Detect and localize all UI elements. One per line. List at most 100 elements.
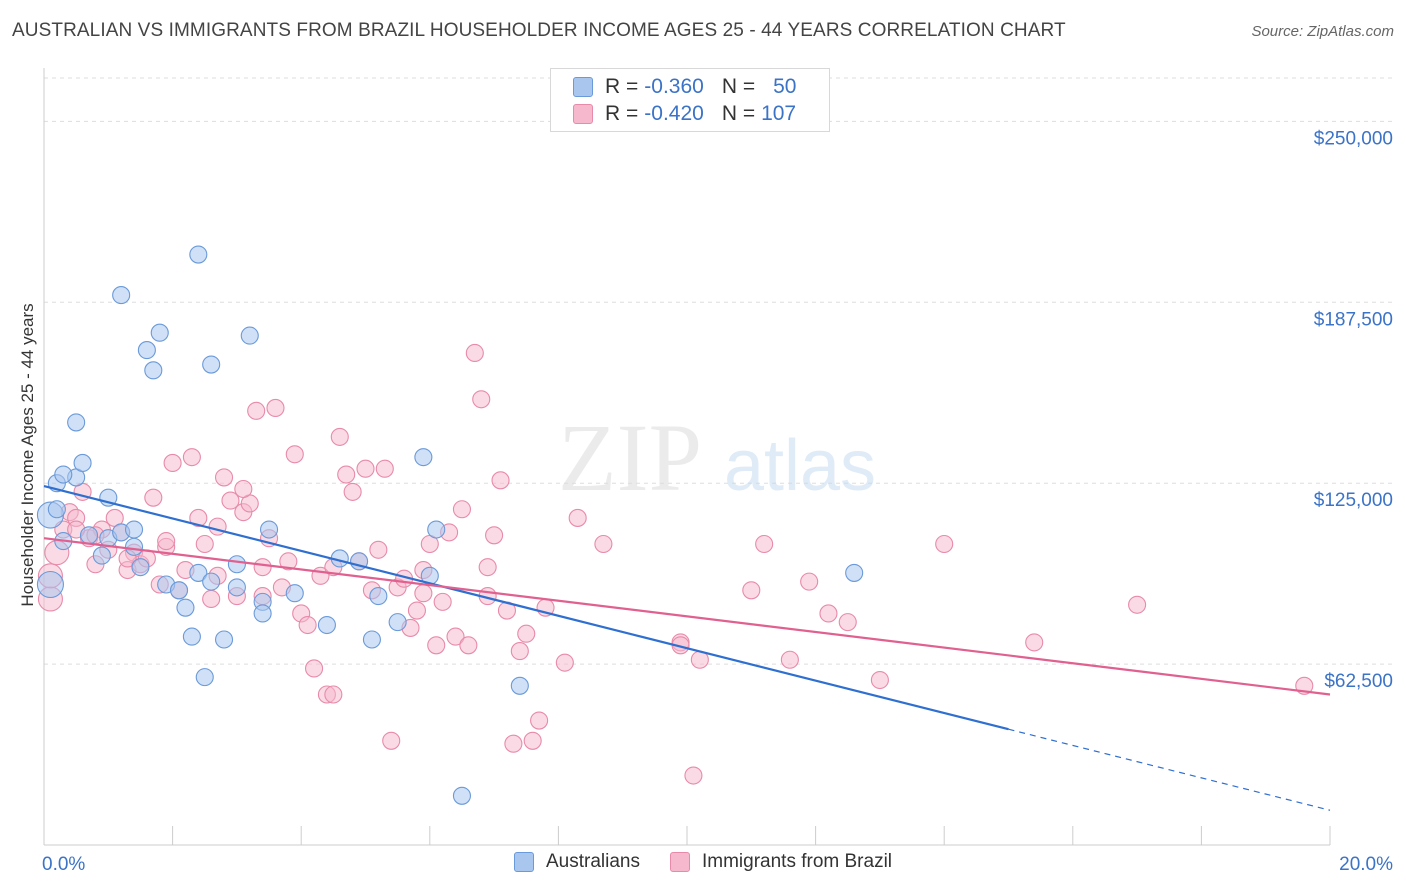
y-tick-label: $62,500 — [1324, 671, 1393, 692]
data-point-brazil — [343, 482, 362, 501]
data-point-brazil — [298, 615, 317, 635]
data-point-australians — [317, 615, 336, 635]
legend-n-label: N = — [721, 102, 756, 125]
data-point-brazil — [1128, 595, 1147, 614]
data-point-australians — [124, 537, 144, 556]
data-point-brazil — [684, 766, 703, 785]
data-point-brazil — [935, 534, 954, 554]
data-point-brazil — [742, 581, 761, 600]
data-point-brazil — [459, 636, 478, 655]
data-point-brazil — [491, 471, 510, 490]
data-point-brazil — [485, 526, 504, 545]
data-point-brazil — [414, 584, 433, 603]
data-point-australians — [36, 570, 64, 599]
y-tick-label: $250,000 — [1314, 128, 1393, 149]
data-point-australians — [144, 361, 163, 380]
axes — [43, 68, 1331, 846]
watermark-atlas: atlas — [724, 426, 876, 506]
data-point-australians — [169, 581, 189, 600]
data-point-brazil — [1025, 633, 1044, 652]
series-australians-points — [36, 245, 864, 805]
data-point-brazil — [555, 653, 574, 672]
data-point-australians — [189, 563, 208, 582]
data-point-brazil — [510, 642, 529, 661]
data-point-australians — [112, 286, 131, 305]
data-point-brazil — [530, 711, 549, 730]
legend-label-australians: Australians — [545, 851, 640, 872]
data-point-brazil — [195, 534, 214, 554]
data-point-brazil — [324, 685, 343, 704]
watermark: ZIP atlas — [558, 404, 876, 511]
data-point-australians — [47, 500, 66, 519]
data-point-brazil — [214, 468, 234, 487]
data-point-australians — [414, 448, 433, 467]
data-point-brazil — [523, 731, 542, 750]
data-point-brazil — [838, 613, 857, 632]
data-point-brazil — [472, 390, 491, 409]
data-point-australians — [362, 630, 381, 649]
data-point-brazil — [517, 624, 536, 643]
legend-swatch-australians — [573, 77, 593, 97]
legend-row-brazil: R = -0.420 N = 107 — [573, 100, 796, 128]
legend-swatch-brazil — [573, 104, 593, 124]
data-point-brazil — [755, 534, 774, 554]
data-point-australians — [150, 323, 169, 342]
data-point-australians — [67, 413, 86, 432]
y-tick-label: $187,500 — [1314, 309, 1393, 330]
trendline-australians-extension — [1008, 728, 1331, 811]
data-point-brazil — [433, 592, 452, 611]
legend-r-label: R = — [605, 75, 639, 98]
legend-item-brazil[interactable]: Immigrants from Brazil — [669, 851, 893, 873]
y-axis-label: Householder Income Ages 25 - 44 years — [18, 303, 37, 607]
data-point-brazil — [369, 540, 388, 559]
data-point-australians — [240, 326, 259, 345]
data-point-brazil — [202, 589, 221, 609]
data-point-brazil — [446, 627, 465, 646]
data-point-brazil — [279, 552, 298, 571]
data-point-australians — [259, 520, 279, 539]
legend-item-australians[interactable]: Australians — [513, 851, 640, 873]
data-point-brazil — [780, 650, 799, 669]
data-point-australians — [427, 520, 446, 539]
data-point-brazil — [427, 636, 446, 655]
data-point-brazil — [819, 604, 838, 623]
data-point-brazil — [375, 459, 394, 478]
data-point-brazil — [163, 453, 182, 472]
data-point-australians — [369, 587, 388, 606]
data-point-brazil — [382, 731, 401, 750]
data-point-australians — [510, 676, 529, 695]
data-point-australians — [73, 453, 92, 472]
data-point-brazil — [253, 558, 272, 577]
data-point-australians — [92, 546, 111, 565]
data-point-australians — [195, 668, 214, 687]
data-point-brazil — [337, 465, 356, 484]
data-point-australians — [176, 598, 195, 617]
data-point-australians — [214, 630, 234, 649]
data-point-brazil — [285, 445, 304, 464]
data-point-brazil — [234, 479, 253, 499]
data-point-brazil — [504, 734, 523, 753]
legend-n-value: 50 — [773, 75, 797, 98]
trendline-brazil — [43, 537, 1331, 696]
data-point-brazil — [407, 601, 426, 620]
data-point-brazil — [157, 532, 176, 551]
data-point-australians — [227, 555, 246, 574]
data-point-brazil — [465, 343, 484, 363]
legend-label-brazil: Immigrants from Brazil — [701, 851, 893, 872]
data-point-australians — [137, 341, 156, 360]
chart-title: AUSTRALIAN VS IMMIGRANTS FROM BRAZIL HOU… — [12, 20, 1066, 41]
x-tick-label: 0.0% — [42, 854, 85, 875]
data-point-australians — [202, 355, 221, 374]
data-point-australians — [124, 520, 144, 539]
data-point-brazil — [568, 508, 587, 527]
data-point-brazil — [247, 401, 266, 420]
tick-labels: $62,500 $125,000 $187,500 $250,000 0.0% 20.0% — [42, 128, 1393, 875]
y-tick-label: $125,000 — [1314, 490, 1393, 511]
data-point-brazil — [182, 448, 201, 467]
data-point-brazil — [800, 572, 819, 591]
data-point-australians — [79, 526, 99, 545]
legend-r-value: -0.360 — [644, 75, 704, 98]
legend-r-label: R = — [605, 102, 639, 125]
data-point-brazil — [330, 427, 349, 446]
